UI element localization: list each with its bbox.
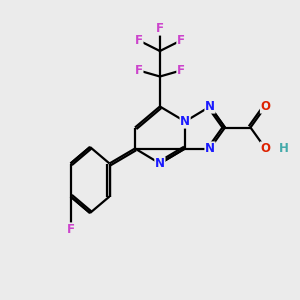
Text: N: N — [155, 157, 165, 170]
Text: H: H — [279, 142, 289, 155]
Text: F: F — [135, 34, 143, 47]
Text: N: N — [205, 142, 215, 155]
Text: O: O — [260, 142, 271, 155]
Text: F: F — [135, 64, 143, 77]
Text: F: F — [156, 22, 164, 35]
Text: N: N — [180, 115, 190, 128]
Text: O: O — [260, 100, 271, 113]
Text: F: F — [177, 64, 185, 77]
Text: F: F — [67, 223, 74, 236]
Text: N: N — [205, 100, 215, 113]
Text: F: F — [177, 34, 185, 47]
